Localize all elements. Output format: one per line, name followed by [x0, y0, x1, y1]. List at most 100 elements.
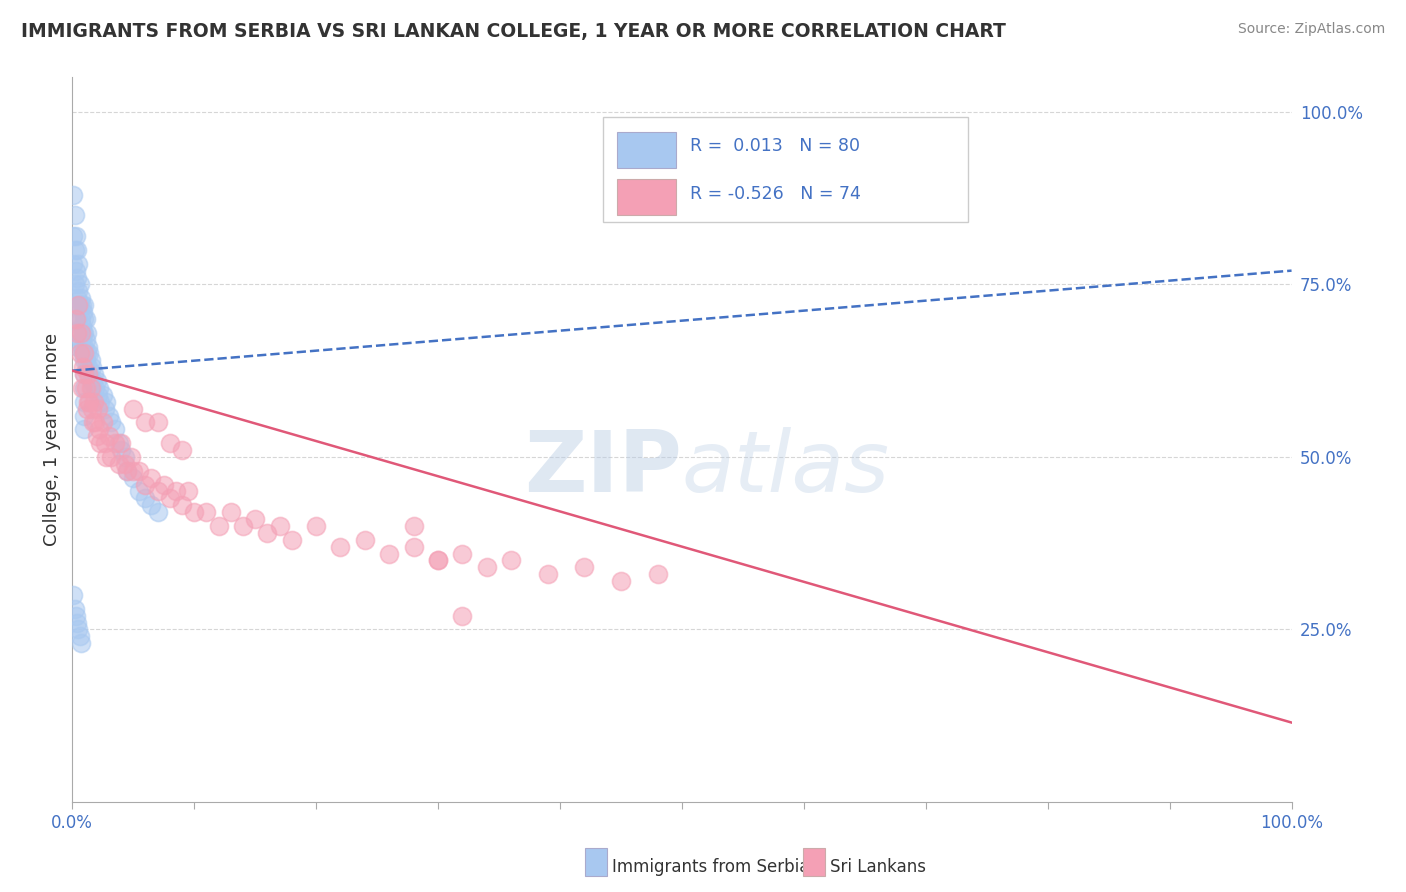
Point — [128, 464, 150, 478]
Point — [107, 457, 129, 471]
Point — [96, 450, 118, 464]
Point — [73, 381, 96, 395]
Point — [75, 381, 97, 395]
Point — [69, 298, 91, 312]
Point — [110, 443, 132, 458]
Point — [79, 346, 101, 360]
Point — [87, 388, 110, 402]
Point — [80, 360, 103, 375]
Point — [87, 401, 110, 416]
Point — [120, 450, 142, 464]
Point — [86, 374, 108, 388]
Point — [146, 484, 169, 499]
Point — [122, 464, 145, 478]
Point — [79, 394, 101, 409]
Point — [76, 346, 98, 360]
Point — [79, 367, 101, 381]
Point — [378, 547, 401, 561]
Point — [69, 346, 91, 360]
Point — [134, 491, 156, 506]
Point — [475, 560, 498, 574]
Point — [67, 312, 90, 326]
Point — [574, 560, 596, 574]
Point — [170, 498, 193, 512]
Point — [75, 312, 97, 326]
Point — [97, 429, 120, 443]
Point — [77, 367, 100, 381]
Point — [427, 553, 450, 567]
Text: Immigrants from Serbia: Immigrants from Serbia — [612, 858, 808, 876]
Point — [104, 422, 127, 436]
Point — [67, 339, 90, 353]
Point — [159, 436, 181, 450]
Point — [63, 243, 86, 257]
Point — [537, 567, 560, 582]
Point — [141, 498, 163, 512]
Point — [256, 525, 278, 540]
Point — [269, 519, 291, 533]
Point — [72, 360, 94, 375]
Point — [354, 533, 377, 547]
Point — [96, 394, 118, 409]
Text: ZIP: ZIP — [524, 427, 682, 510]
Point — [280, 533, 302, 547]
Point — [84, 416, 107, 430]
Point — [65, 312, 87, 326]
Point — [73, 298, 96, 312]
Point — [77, 360, 100, 375]
Point — [63, 277, 86, 292]
Text: R = -0.526   N = 74: R = -0.526 N = 74 — [690, 185, 862, 202]
Point — [146, 416, 169, 430]
Point — [73, 409, 96, 423]
Point — [134, 416, 156, 430]
Point — [66, 615, 89, 630]
Point — [73, 367, 96, 381]
Point — [69, 326, 91, 340]
Point — [91, 388, 114, 402]
Point — [72, 346, 94, 360]
Point — [87, 381, 110, 395]
Point — [72, 305, 94, 319]
Point — [146, 505, 169, 519]
Point — [73, 367, 96, 381]
Text: R =  0.013   N = 80: R = 0.013 N = 80 — [690, 136, 860, 155]
Point — [122, 470, 145, 484]
Point — [62, 588, 84, 602]
Point — [66, 326, 89, 340]
Point — [402, 540, 425, 554]
Y-axis label: College, 1 year or more: College, 1 year or more — [44, 333, 60, 546]
Point — [79, 381, 101, 395]
Point — [82, 416, 104, 430]
Text: IMMIGRANTS FROM SERBIA VS SRI LANKAN COLLEGE, 1 YEAR OR MORE CORRELATION CHART: IMMIGRANTS FROM SERBIA VS SRI LANKAN COL… — [21, 22, 1005, 41]
Point — [165, 484, 187, 499]
Point — [77, 339, 100, 353]
Point — [114, 457, 136, 471]
FancyBboxPatch shape — [603, 117, 969, 222]
Point — [73, 346, 96, 360]
FancyBboxPatch shape — [617, 179, 676, 215]
Point — [232, 519, 254, 533]
Point — [73, 394, 96, 409]
Point — [62, 229, 84, 244]
Point — [91, 416, 114, 430]
FancyBboxPatch shape — [617, 132, 676, 168]
Point — [305, 519, 328, 533]
Point — [76, 401, 98, 416]
Point — [65, 263, 87, 277]
Point — [177, 484, 200, 499]
Point — [451, 608, 474, 623]
Point — [80, 401, 103, 416]
Point — [610, 574, 633, 588]
Point — [72, 326, 94, 340]
Point — [94, 401, 117, 416]
Point — [207, 519, 229, 533]
Point — [128, 484, 150, 499]
Point — [73, 422, 96, 436]
Point — [70, 339, 93, 353]
Point — [79, 374, 101, 388]
Point — [69, 326, 91, 340]
Point — [65, 298, 87, 312]
Point — [80, 381, 103, 395]
Point — [94, 436, 117, 450]
Point — [219, 505, 242, 519]
